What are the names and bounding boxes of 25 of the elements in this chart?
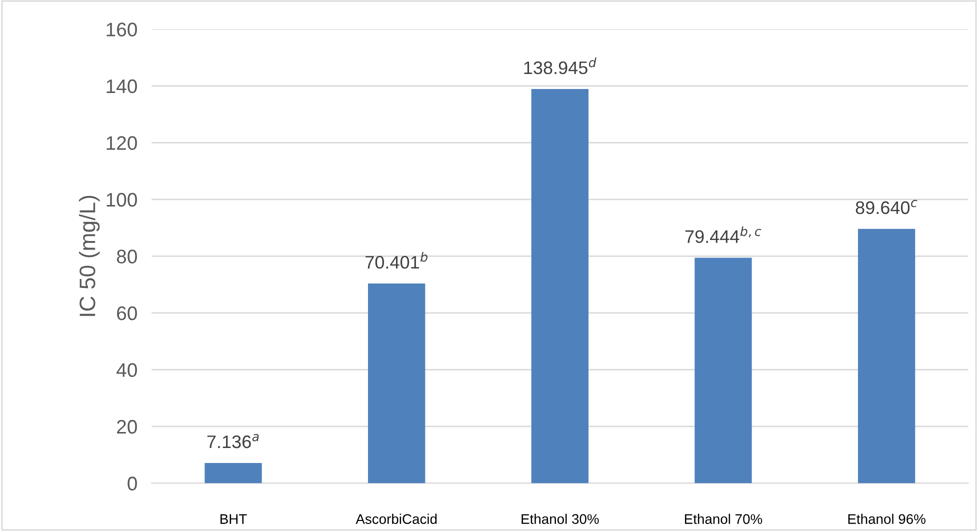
- x-tick-label: AscorbiCacid: [356, 514, 437, 524]
- y-tick-label: 60: [117, 306, 137, 320]
- bar: [204, 462, 262, 484]
- y-tick-label: 0: [128, 476, 137, 490]
- data-label: 89.640$^{c}$: [856, 200, 918, 214]
- y-tick-label: 20: [117, 420, 137, 434]
- bar: [858, 228, 916, 484]
- x-tick-label: Ethanol 70%: [684, 514, 762, 524]
- y-tick-label: 120: [106, 136, 137, 150]
- bar: [694, 258, 752, 484]
- data-label: 138.945$^{d}$: [524, 57, 596, 74]
- y-tick-label: 140: [106, 79, 137, 94]
- x-tick-label: Ethanol 96%: [848, 514, 926, 524]
- y-tick-label: 100: [106, 192, 137, 207]
- y-axis-title: IC 50 (mg/L): [78, 196, 100, 316]
- data-label: 70.401$^{b}$: [366, 252, 428, 269]
- x-tick-label: Ethanol 30%: [522, 514, 599, 524]
- x-tick-label: BHT: [220, 514, 247, 524]
- y-tick-label: 80: [116, 250, 137, 264]
- bar: [368, 283, 426, 484]
- data-label: 7.136$^{a}$: [207, 434, 259, 448]
- y-tick-label: 40: [116, 363, 137, 377]
- bar: [531, 88, 588, 484]
- data-label: 79.444$^{b,c}$: [685, 226, 762, 244]
- y-tick-label: 160: [106, 22, 137, 36]
